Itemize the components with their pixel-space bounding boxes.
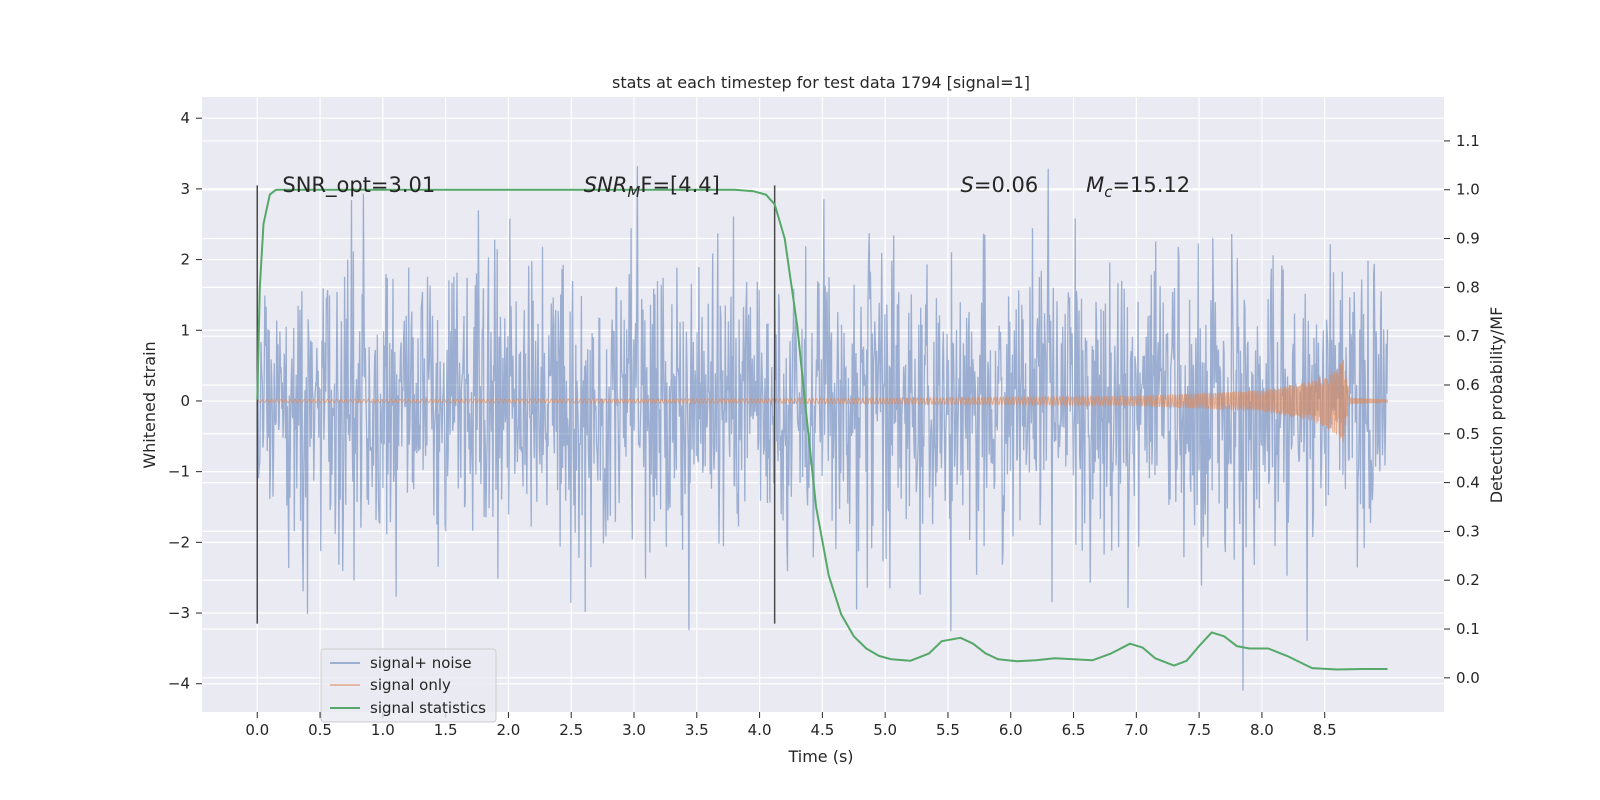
y-tick-label: −1: [168, 463, 190, 481]
y-tick-label: 4: [180, 109, 190, 127]
x-tick-label: 4.5: [810, 721, 834, 739]
x-tick-label: 2.0: [496, 721, 520, 739]
signal-statistics-line: [256, 188, 1388, 671]
x-tick-label: 3.0: [622, 721, 646, 739]
annotations: SNR_opt=3.01 SNRMF=[4.4] S=0.06 Mc=15.12: [282, 173, 1190, 201]
y-right-tick-label: 1.0: [1456, 181, 1480, 199]
x-tick-label: 2.5: [559, 721, 583, 739]
x-tick-label: 8.0: [1250, 721, 1274, 739]
chart-title: stats at each timestep for test data 179…: [612, 73, 1030, 92]
legend-box: [320, 648, 497, 723]
x-tick-label: 0.0: [245, 721, 269, 739]
y-right-tick-label: 0.1: [1456, 620, 1480, 638]
legend-label-signal-noise: signal+ noise: [370, 654, 472, 672]
legend-label-signal-only: signal only: [370, 676, 451, 694]
annotation-text: S=0.06: [961, 173, 1039, 197]
y-right-axis-title: Detection probability/MF: [1487, 307, 1506, 504]
y-right-tick-label: 0.9: [1456, 230, 1480, 248]
y-right-tick-label: 0.7: [1456, 327, 1480, 345]
x-tick-label: 5.5: [936, 721, 960, 739]
x-tick-label: 8.5: [1313, 721, 1337, 739]
y-right-tick-label: 0.0: [1456, 669, 1480, 687]
x-tick-label: 1.0: [371, 721, 395, 739]
legend-label-signal-statistics: signal statistics: [370, 699, 486, 717]
y-right-tick-label: 0.2: [1456, 571, 1480, 589]
vertical-lines: [256, 185, 776, 624]
annotation-text: SNR_opt=3.01: [282, 173, 435, 198]
y-tick-label: 2: [180, 251, 190, 269]
annotation-text: Mc=15.12: [1086, 173, 1190, 201]
x-tick-label: 3.5: [685, 721, 709, 739]
annotation-text: SNRMF=[4.4]: [584, 173, 720, 201]
y-axis-title: Whitened strain: [140, 341, 159, 468]
y-tick-label: 1: [180, 321, 190, 339]
x-tick-label: 7.0: [1124, 721, 1148, 739]
y-right-tick-label: 0.8: [1456, 278, 1480, 296]
legend: signal+ noise signal only signal statist…: [320, 648, 497, 723]
y-right-tick-label: 1.1: [1456, 132, 1480, 150]
signal-statistics-series: [256, 188, 1388, 671]
y-tick-label: −3: [168, 604, 190, 622]
x-tick-label: 1.5: [434, 721, 458, 739]
x-tick-label: 6.5: [1062, 721, 1086, 739]
y-right-tick-label: 0.5: [1456, 425, 1480, 443]
x-tick-label: 4.0: [748, 721, 772, 739]
x-tick-label: 5.0: [873, 721, 897, 739]
signal-only-series: [257, 359, 1389, 443]
y-right-tick-label: 0.6: [1456, 376, 1480, 394]
signal-noise-line: [256, 166, 1389, 691]
y-right-tick-label: 0.3: [1456, 522, 1480, 540]
signal-noise-series: [256, 166, 1389, 691]
y-tick-label: −4: [168, 675, 190, 693]
axes: 0.0 0.5 1.0 1.5 2.0 2.5 3.0 3.5 4.0 4.5 5.0 5.5 6.0 6…: [168, 109, 1480, 739]
y-tick-label: 0: [180, 392, 190, 410]
y-tick-label: 3: [180, 180, 190, 198]
signal-only-line: [257, 359, 1389, 443]
x-axis-title: Time (s): [787, 747, 853, 766]
x-tick-label: 6.0: [999, 721, 1023, 739]
x-tick-label: 0.5: [308, 721, 332, 739]
y-tick-label: −2: [168, 533, 190, 551]
y-right-tick-label: 0.4: [1456, 474, 1480, 492]
x-tick-label: 7.5: [1187, 721, 1211, 739]
